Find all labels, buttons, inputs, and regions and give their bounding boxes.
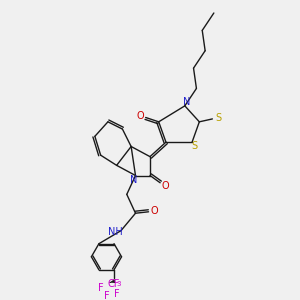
Text: O: O xyxy=(161,181,169,191)
Text: 3: 3 xyxy=(117,281,121,287)
Text: O: O xyxy=(137,111,145,121)
Text: O: O xyxy=(151,206,158,216)
Text: NH: NH xyxy=(108,227,123,237)
Text: N: N xyxy=(184,98,191,107)
Text: CF: CF xyxy=(107,279,120,289)
Text: S: S xyxy=(215,113,221,123)
Text: S: S xyxy=(191,141,197,151)
Text: F: F xyxy=(104,291,110,300)
Text: F: F xyxy=(98,283,104,293)
Text: N: N xyxy=(130,175,138,185)
Text: F: F xyxy=(114,289,120,299)
